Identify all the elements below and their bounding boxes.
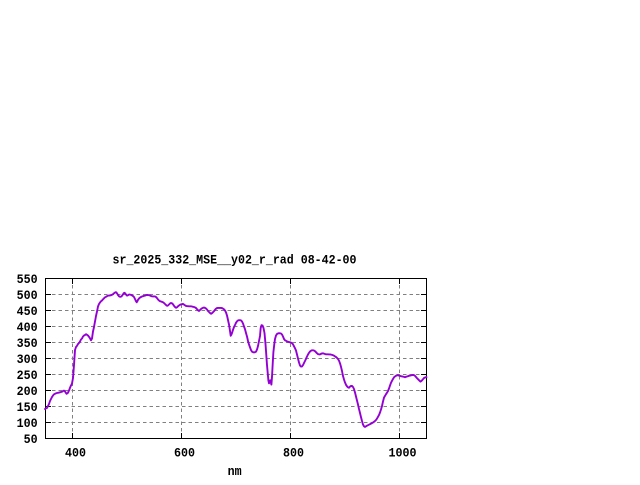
svg-text:300: 300 (17, 353, 38, 367)
svg-text:400: 400 (17, 321, 38, 335)
svg-text:200: 200 (17, 385, 38, 399)
svg-text:450: 450 (17, 305, 38, 319)
svg-text:100: 100 (17, 417, 38, 431)
svg-text:800: 800 (283, 447, 304, 461)
svg-text:500: 500 (17, 289, 38, 303)
svg-text:600: 600 (174, 447, 195, 461)
svg-text:250: 250 (17, 369, 38, 383)
svg-text:1000: 1000 (389, 447, 417, 461)
svg-text:50: 50 (24, 433, 38, 447)
svg-text:nm: nm (228, 465, 242, 479)
svg-text:350: 350 (17, 337, 38, 351)
svg-text:550: 550 (17, 273, 38, 287)
svg-text:150: 150 (17, 401, 38, 415)
svg-text:sr_2025_332_MSE__y02_r_rad 08-: sr_2025_332_MSE__y02_r_rad 08-42-00 (113, 254, 357, 268)
svg-text:400: 400 (65, 447, 86, 461)
